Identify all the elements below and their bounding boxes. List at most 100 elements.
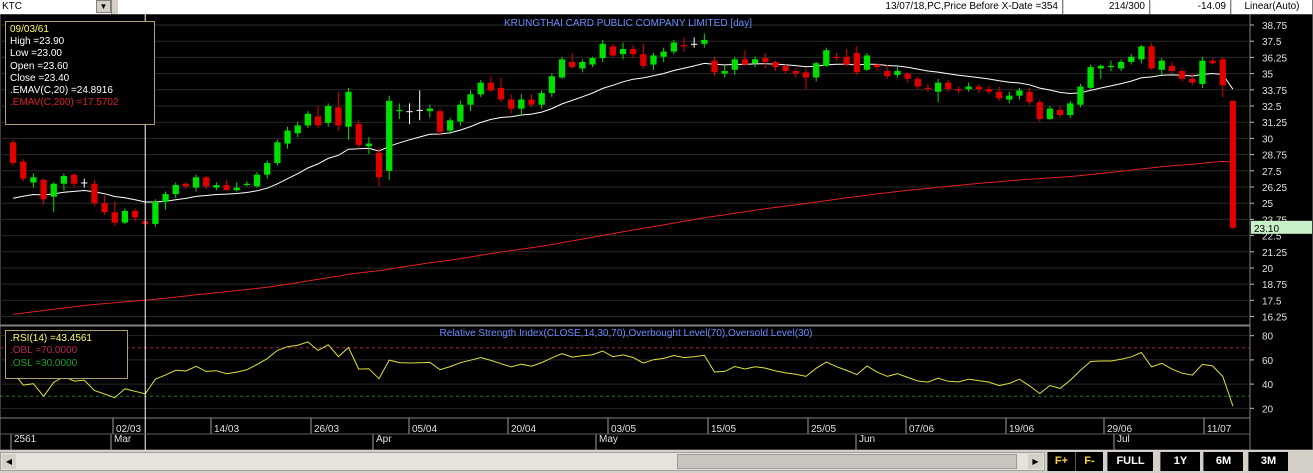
tooltip-date: 09/03/61	[10, 24, 49, 35]
price-tick-label: 20	[1262, 264, 1274, 275]
candle-body	[325, 106, 332, 123]
candle-body	[792, 71, 799, 74]
candle-body	[955, 89, 962, 91]
price-tick-label: 27.5	[1262, 167, 1282, 178]
symbol-value: KTC	[2, 1, 22, 12]
range-1y-button[interactable]: 1Y	[1160, 452, 1200, 471]
candle-body	[589, 58, 596, 65]
date-label: Apr	[376, 434, 392, 445]
candle-body	[853, 52, 860, 73]
candle-body	[9, 142, 17, 164]
zoom-in-button[interactable]: F+	[1047, 452, 1075, 471]
candle-body	[711, 60, 718, 73]
scroll-right-icon[interactable]: ▶	[1028, 454, 1043, 469]
date-label: 29/06	[1107, 424, 1132, 435]
candle-body	[1107, 65, 1115, 68]
candle-body	[172, 185, 179, 195]
range-6m-button[interactable]: 6M	[1203, 452, 1243, 471]
candle-body	[375, 152, 383, 178]
rsi-tick-label: 20	[1262, 404, 1274, 415]
candle-body	[386, 100, 393, 171]
candle-body	[1026, 91, 1033, 103]
candle-body	[1056, 109, 1064, 116]
candle-body	[863, 55, 871, 70]
candle-body	[558, 59, 566, 78]
candle-body	[203, 177, 210, 187]
price-tick-label: 22.5	[1262, 232, 1282, 243]
candle-body	[884, 71, 891, 77]
price-tick-label: 31.25	[1262, 118, 1287, 129]
date-label: 02/03	[116, 424, 141, 435]
chevron-down-icon[interactable]: ▼	[96, 0, 111, 13]
candle-body	[284, 130, 291, 144]
candle-body	[182, 183, 190, 187]
candle-body	[548, 76, 555, 94]
date-label: 25/05	[811, 424, 836, 435]
rsi-tooltip: .RSI(14) =43.4561 .OBL =70.0000 .OSL =30…	[5, 330, 128, 379]
candle-body	[934, 82, 942, 92]
candle-body	[701, 39, 708, 44]
candle-body	[192, 177, 200, 188]
date-label: 11/07	[1207, 424, 1232, 435]
tooltip-ema20: .EMAV(C,20) =24.8916	[10, 85, 113, 97]
candle-body	[243, 183, 251, 186]
horizontal-scrollbar[interactable]: ◀ ▶	[0, 452, 1045, 471]
candle-body	[396, 109, 403, 112]
candle-body	[1077, 86, 1084, 105]
candle-body	[975, 86, 982, 90]
date-label: 15/05	[711, 424, 736, 435]
candle-body	[599, 43, 606, 59]
candle-body	[843, 56, 850, 65]
bar-count: 214/300	[1064, 0, 1150, 14]
candle-body	[731, 59, 738, 70]
scroll-left-icon[interactable]: ◀	[2, 454, 16, 469]
candle-body	[1158, 60, 1165, 70]
candle-body	[223, 185, 230, 191]
candle-body	[497, 87, 505, 100]
current-price-label: 23.10	[1254, 224, 1279, 235]
quote-info: 13/07/18,PC,Price Before X-Date =354	[118, 0, 1063, 14]
candle-body	[233, 187, 240, 191]
date-label: 05/04	[412, 424, 437, 435]
candle-body	[985, 89, 993, 92]
candle-body	[995, 91, 1003, 99]
range-3m-button[interactable]: 3M	[1248, 452, 1288, 471]
candle-body	[365, 143, 373, 147]
scroll-thumb[interactable]	[677, 454, 1017, 469]
candle-body	[670, 42, 677, 52]
scale-selector[interactable]: Linear(Auto)	[1232, 0, 1313, 14]
date-label: Mar	[114, 434, 132, 445]
symbol-input[interactable]: KTC ▼	[0, 0, 112, 14]
price-tick-label: 16.25	[1262, 313, 1287, 324]
zoom-out-button[interactable]: F-	[1075, 452, 1103, 471]
rsi-tick-label: 80	[1262, 332, 1274, 343]
candle-body	[680, 45, 688, 47]
candle-body	[1189, 78, 1196, 83]
candle-body	[1128, 56, 1135, 62]
candle-body	[111, 212, 118, 223]
candle-body	[630, 48, 637, 55]
current-price-marker	[1251, 220, 1312, 234]
tooltip-ema200: .EMAV(C,200) =17.5702	[10, 97, 119, 109]
candle-body	[447, 120, 454, 131]
candle-body	[873, 64, 881, 68]
full-button[interactable]: FULL	[1107, 452, 1153, 471]
candle-body	[30, 177, 37, 183]
candle-body	[426, 108, 434, 112]
price-panel	[0, 14, 1251, 326]
candle-body	[40, 179, 47, 200]
candle-body	[762, 58, 769, 62]
candle-body	[619, 48, 627, 55]
price-change: -14.09	[1151, 0, 1231, 14]
price-tick-label: 37.5	[1262, 37, 1282, 48]
candle-body	[335, 107, 342, 126]
price-tick-label: 17.5	[1262, 296, 1282, 307]
price-tick-label: 26.25	[1262, 183, 1287, 194]
candle-body	[70, 174, 78, 184]
candle-body	[965, 86, 972, 90]
chart-area[interactable]: 38.75 37.5 36.25 35 33.75 32.5 31.25 30 28.75 27.…	[0, 14, 1313, 450]
date-label: Jul	[1117, 434, 1130, 445]
candle-body	[802, 72, 810, 78]
candle-body	[1138, 46, 1145, 60]
price-tick-label: 28.75	[1262, 151, 1287, 162]
